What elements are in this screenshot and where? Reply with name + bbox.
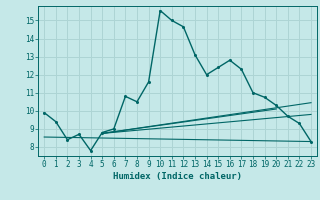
- X-axis label: Humidex (Indice chaleur): Humidex (Indice chaleur): [113, 172, 242, 181]
